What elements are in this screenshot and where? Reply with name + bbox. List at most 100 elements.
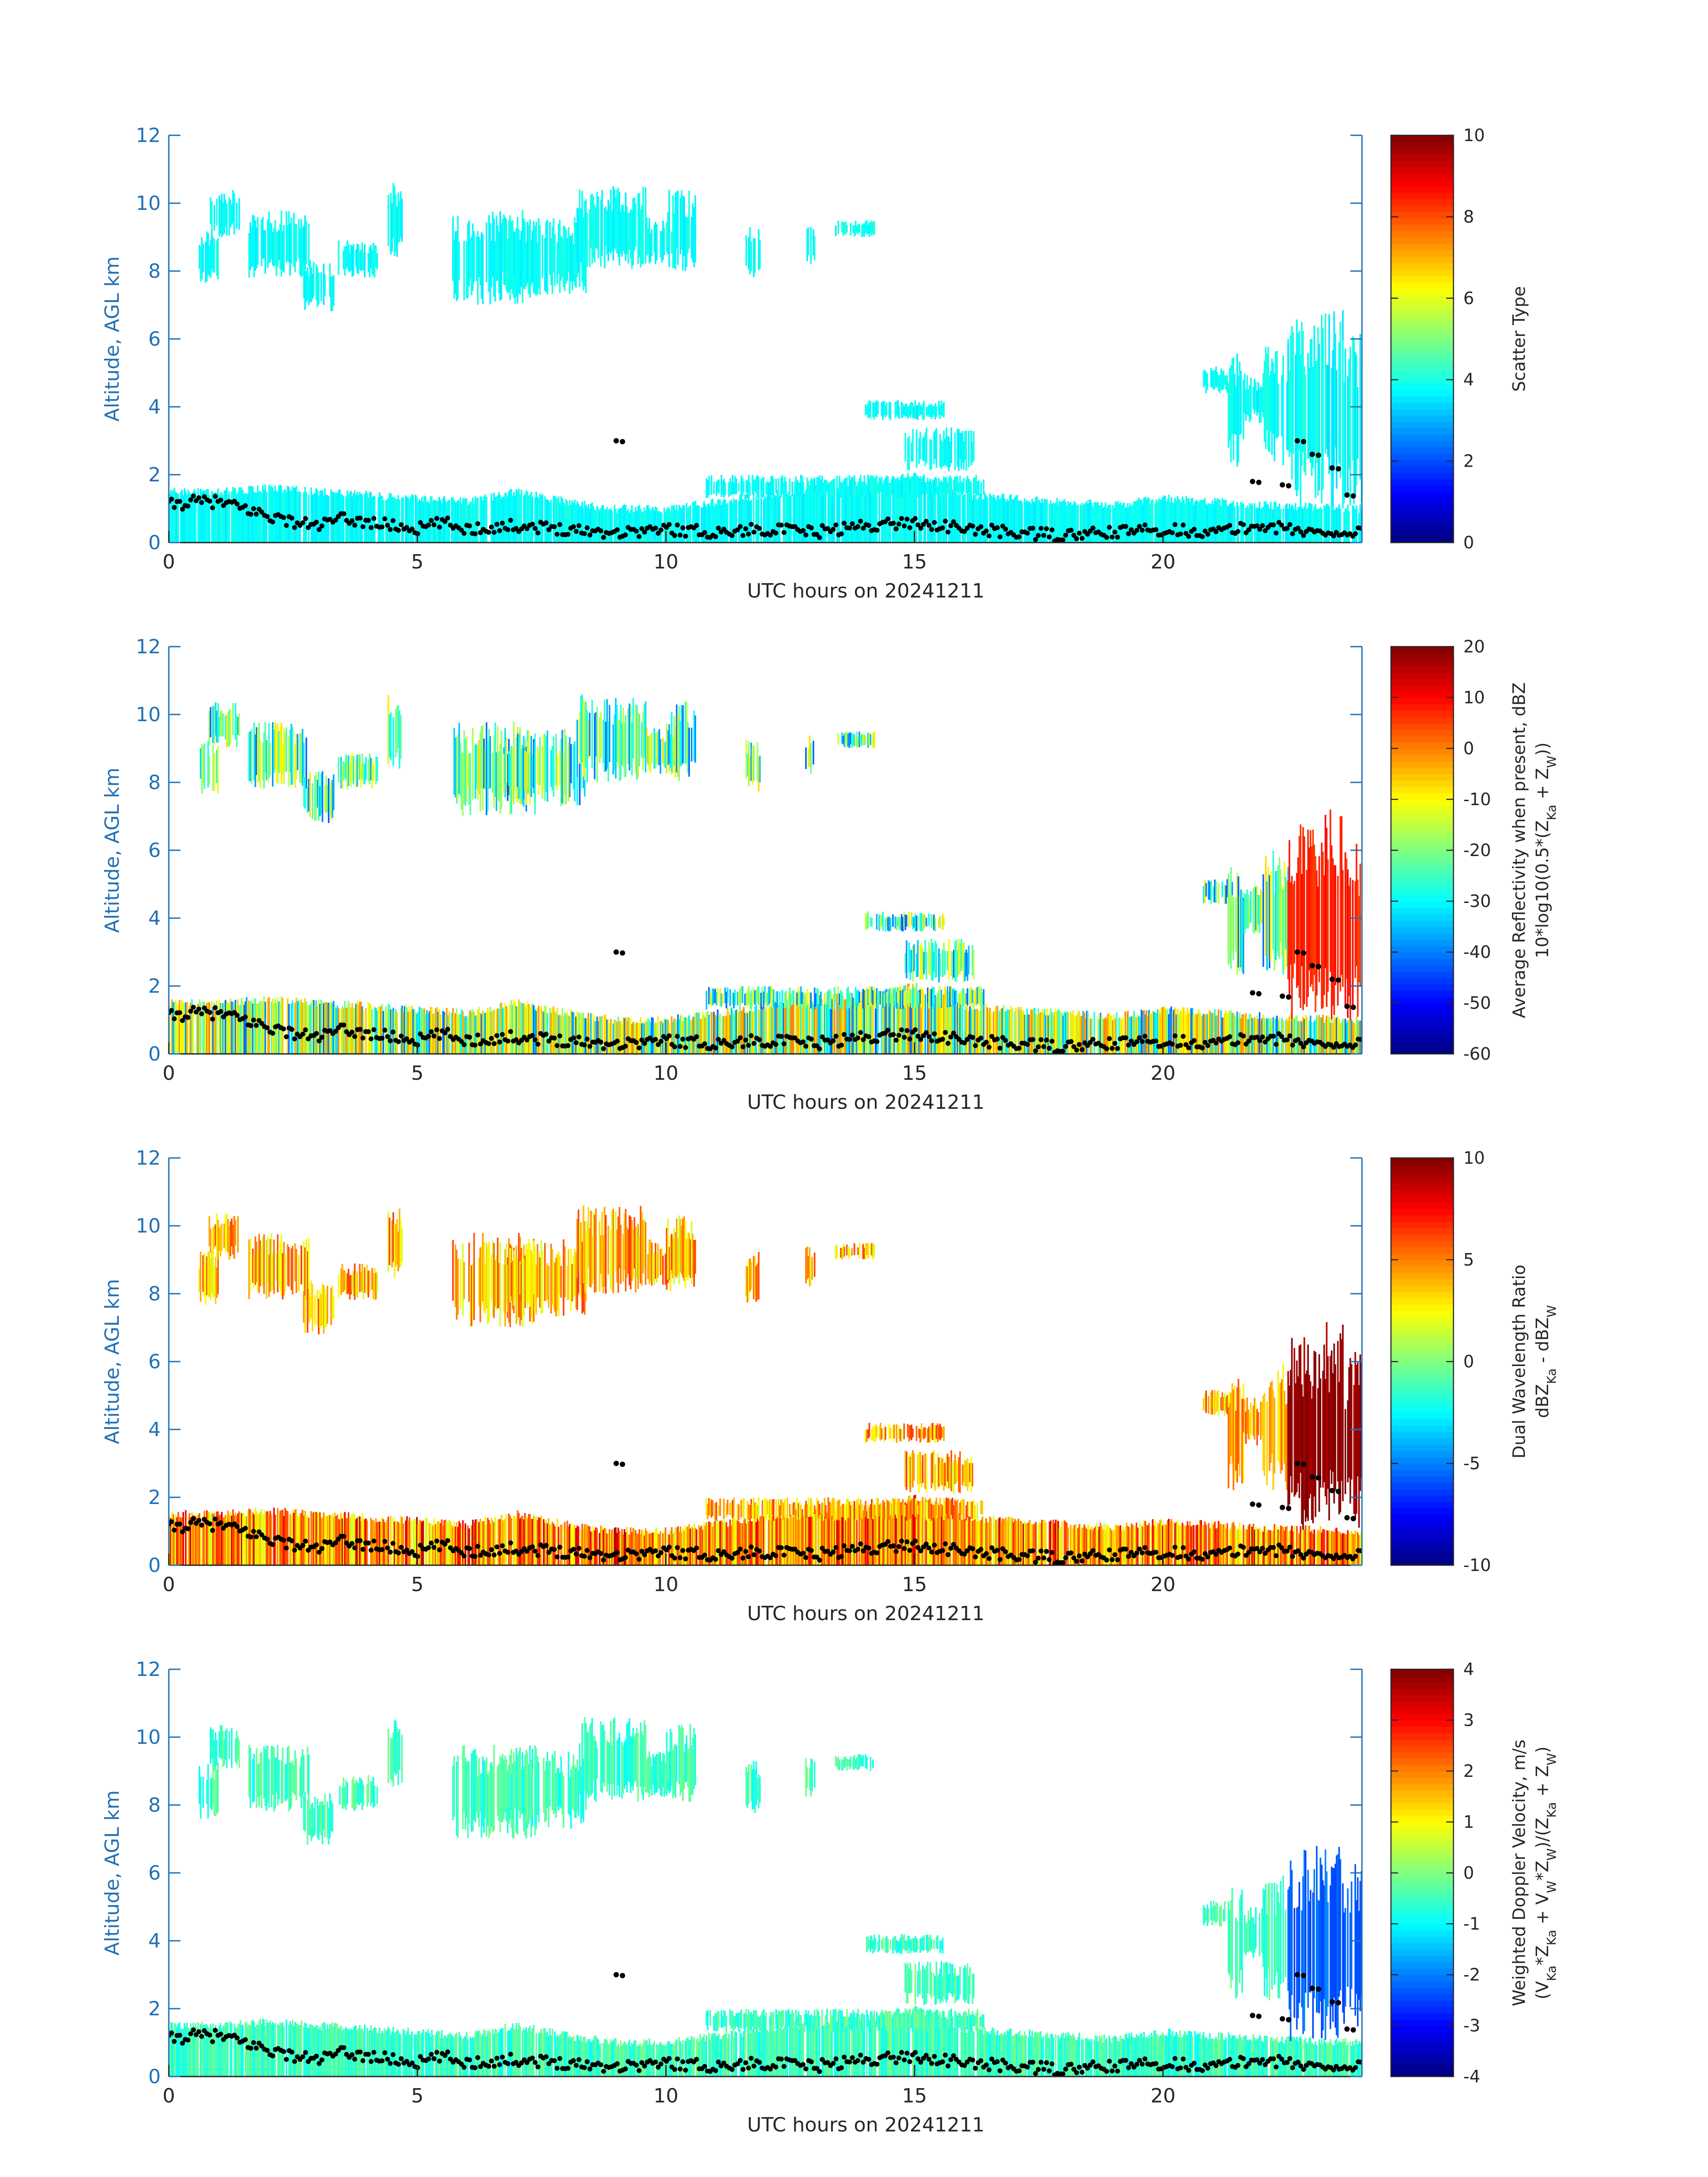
cloud-column bbox=[333, 275, 334, 306]
bl-column bbox=[790, 495, 792, 543]
elevated-base-point bbox=[1344, 1003, 1350, 1009]
bl-column bbox=[878, 485, 880, 543]
cloud-column bbox=[622, 205, 624, 251]
bl-column bbox=[609, 509, 610, 543]
bl-column bbox=[523, 1003, 525, 1054]
bl-column bbox=[451, 1012, 453, 1054]
bl-column bbox=[293, 1513, 295, 1565]
cloud-column bbox=[255, 734, 256, 787]
cloud-column bbox=[981, 992, 983, 1009]
bl-column bbox=[1045, 1015, 1047, 1054]
bl-column bbox=[529, 494, 531, 543]
cloud-base-point bbox=[352, 522, 357, 528]
cloud-column bbox=[810, 743, 812, 774]
bl-column bbox=[877, 1507, 879, 1565]
bl-column bbox=[893, 477, 895, 543]
cloud-column bbox=[642, 187, 644, 264]
cloud-base-point bbox=[970, 523, 975, 529]
bl-column bbox=[536, 1007, 539, 1054]
cloud-column bbox=[968, 945, 970, 974]
cloud-column bbox=[453, 239, 455, 299]
cloud-base-point bbox=[385, 1034, 390, 1039]
bl-column bbox=[1312, 511, 1314, 543]
bl-column bbox=[610, 1533, 612, 1565]
cloud-column bbox=[589, 712, 591, 756]
cloud-column bbox=[929, 949, 931, 976]
cloud-column bbox=[876, 400, 878, 418]
bl-column bbox=[1155, 1013, 1157, 1054]
cloud-column bbox=[1301, 874, 1303, 966]
cloud-base-point bbox=[866, 523, 872, 528]
cloud-column bbox=[915, 986, 916, 1007]
colorbar-step bbox=[1391, 844, 1453, 851]
bl-column bbox=[887, 994, 889, 1054]
cloud-base-point bbox=[896, 521, 902, 526]
bl-column bbox=[412, 1520, 414, 1565]
bl-column bbox=[885, 478, 888, 543]
cloud-column bbox=[713, 481, 715, 494]
bl-column bbox=[828, 484, 831, 543]
bl-column bbox=[570, 1524, 572, 1565]
bl-column bbox=[228, 1003, 230, 1054]
bl-column bbox=[340, 1513, 342, 1565]
cloud-column bbox=[913, 988, 915, 1006]
cloud-column bbox=[827, 990, 829, 1007]
bl-column bbox=[1232, 501, 1235, 543]
cloud-column bbox=[933, 987, 935, 1004]
x-tick-label: 0 bbox=[163, 1062, 175, 1085]
bl-column bbox=[1157, 1009, 1159, 1054]
bl-column bbox=[1161, 1007, 1164, 1054]
bl-column bbox=[974, 1009, 976, 1054]
cloud-column bbox=[777, 478, 780, 497]
cloud-base-point bbox=[926, 522, 931, 528]
cloud-column bbox=[866, 987, 868, 1007]
bl-column bbox=[1334, 1019, 1336, 1054]
bl-column bbox=[309, 1005, 311, 1054]
cloud-column bbox=[885, 405, 886, 418]
bl-column bbox=[175, 492, 177, 543]
cloud-base-point bbox=[1295, 1037, 1301, 1042]
cloud-column bbox=[728, 482, 730, 497]
bl-column bbox=[477, 1009, 479, 1054]
bl-column bbox=[1201, 500, 1203, 543]
bl-column bbox=[518, 1513, 520, 1565]
cloud-column bbox=[542, 234, 543, 278]
bl-column bbox=[733, 1014, 735, 1054]
bl-column bbox=[683, 1017, 685, 1054]
cloud-column bbox=[317, 267, 318, 308]
cloud-base-point bbox=[1274, 531, 1279, 536]
cloud-base-point bbox=[382, 516, 388, 522]
cloud-column bbox=[551, 746, 553, 791]
cloud-column bbox=[939, 986, 941, 1005]
cloud-base-point bbox=[1126, 531, 1131, 536]
bl-column bbox=[807, 1508, 810, 1565]
bl-column bbox=[1323, 1023, 1325, 1054]
bl-column bbox=[342, 496, 345, 543]
cloud-column bbox=[1342, 891, 1344, 987]
cloud-column bbox=[918, 479, 920, 492]
cloud-column bbox=[283, 728, 285, 785]
bl-column bbox=[299, 1003, 301, 1054]
cloud-base-point bbox=[191, 1005, 196, 1010]
bl-column bbox=[723, 499, 725, 543]
cloud-base-point bbox=[1128, 1038, 1134, 1044]
bl-column bbox=[657, 511, 659, 543]
bl-column bbox=[1040, 1012, 1042, 1054]
cloud-column bbox=[878, 914, 880, 931]
bl-column bbox=[621, 1024, 623, 1054]
elevated-base-point bbox=[1329, 465, 1335, 471]
bl-column bbox=[714, 1015, 716, 1054]
bl-column bbox=[689, 1529, 691, 1565]
bl-column bbox=[455, 502, 458, 543]
cloud-column bbox=[892, 479, 894, 492]
bl-column bbox=[938, 487, 940, 543]
bl-column bbox=[242, 1001, 244, 1054]
bl-column bbox=[768, 1519, 770, 1565]
bl-column bbox=[363, 1517, 364, 1565]
cloud-column bbox=[272, 232, 274, 266]
bl-column bbox=[1080, 1016, 1082, 1054]
bl-column bbox=[702, 1011, 704, 1054]
bl-column bbox=[719, 1521, 721, 1565]
bl-column bbox=[1303, 506, 1305, 543]
cloud-column bbox=[1255, 381, 1257, 411]
